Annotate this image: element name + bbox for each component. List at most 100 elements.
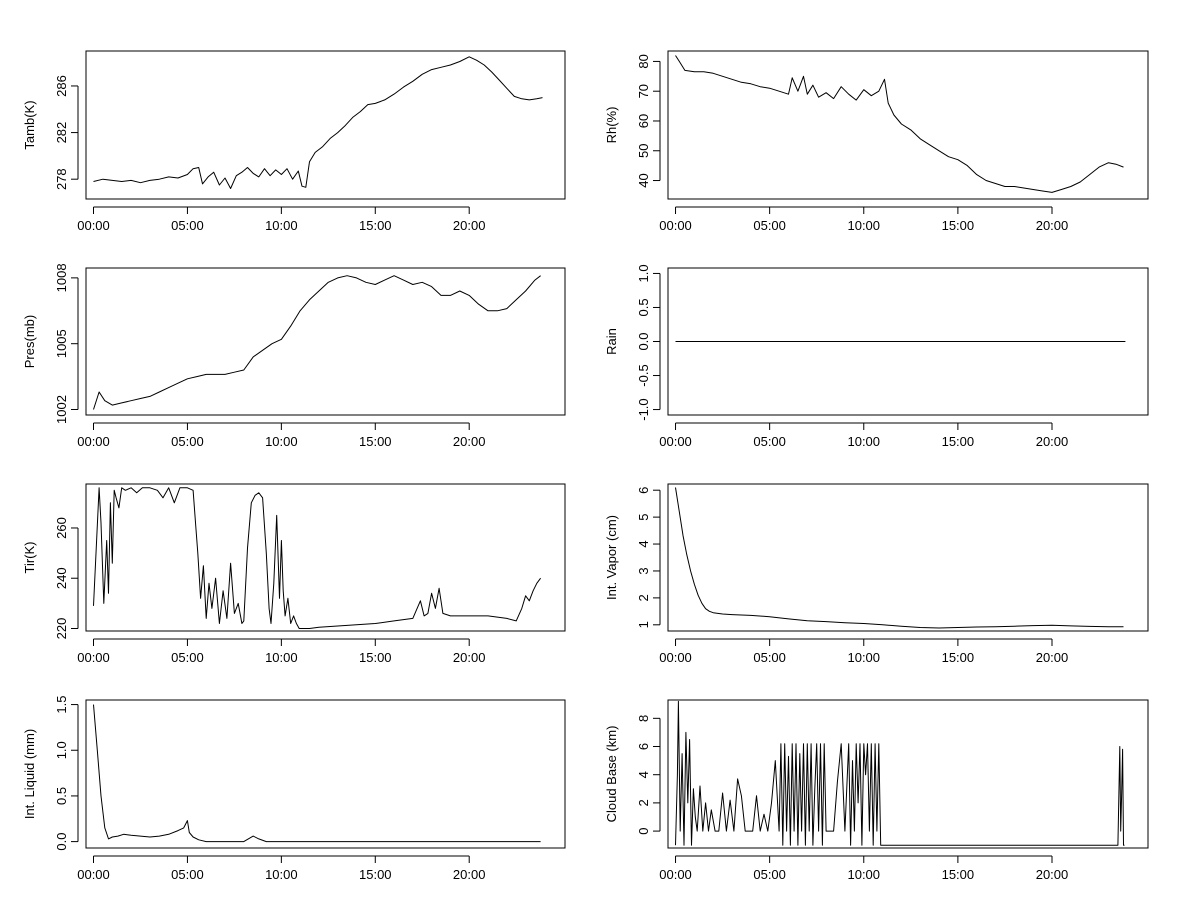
x-tick-label: 05:00	[753, 867, 786, 882]
x-tick-label: 00:00	[77, 218, 110, 233]
y-tick-label: 1.0	[54, 741, 69, 759]
plot-frame	[667, 50, 1149, 200]
y-tick-label: 50	[636, 144, 651, 158]
series-line	[93, 487, 542, 629]
y-axis-title: Tamb(K)	[22, 100, 37, 149]
x-tick-label: 00:00	[77, 650, 110, 665]
x-tick-label: 00:00	[77, 434, 110, 449]
y-tick-label: 0	[636, 827, 651, 834]
x-tick-label: 20:00	[453, 434, 486, 449]
plot-frame	[85, 483, 566, 632]
x-tick-label: 10:00	[847, 434, 880, 449]
y-tick-label: 6	[636, 743, 651, 750]
panel-pres: 00:00 05:00 10:00 15:00 20:00 1002 1005 1008 Pre…	[22, 263, 566, 449]
y-tick-label: 8	[636, 715, 651, 722]
y-tick-label: 60	[636, 114, 651, 128]
x-tick-label: 05:00	[171, 434, 204, 449]
x-tick-label: 05:00	[753, 218, 786, 233]
x-tick-label: 15:00	[359, 867, 392, 882]
y-tick-label: 260	[54, 517, 69, 539]
panel-tir: 00:00 05:00 10:00 15:00 20:00 220 240 260 Tir(K)	[22, 483, 566, 665]
y-tick-label: 278	[54, 168, 69, 190]
y-tick-label: 0.5	[636, 298, 651, 316]
x-tick-label: 20:00	[453, 867, 486, 882]
x-tick-label: 00:00	[659, 434, 692, 449]
y-axis-title: Int. Vapor (cm)	[604, 515, 619, 600]
y-axis-title: Cloud Base (km)	[604, 726, 619, 823]
y-tick-label: 0.0	[636, 332, 651, 350]
x-tick-label: 05:00	[171, 218, 204, 233]
x-tick-label: 10:00	[265, 650, 298, 665]
y-tick-label: 1005	[54, 329, 69, 358]
x-tick-label: 10:00	[265, 867, 298, 882]
x-tick-label: 20:00	[1036, 434, 1069, 449]
series-line	[675, 487, 1124, 629]
y-tick-label: 1.0	[636, 264, 651, 282]
y-tick-label: 1008	[54, 263, 69, 292]
x-tick-label: 05:00	[753, 434, 786, 449]
panel-int-vapor: 00:00 05:00 10:00 15:00 20:00 1 2 3 4 5 6 Int. Vapo…	[604, 483, 1149, 665]
x-tick-label: 15:00	[942, 434, 975, 449]
y-tick-label: 0.0	[54, 833, 69, 851]
y-tick-label: -1.0	[636, 398, 651, 420]
x-tick-label: 15:00	[359, 650, 392, 665]
panel-tamb: 00:00 05:00 10:00 15:00 20:00 278 282 286 Tamb(K…	[22, 50, 566, 233]
y-tick-label: 2	[636, 799, 651, 806]
y-tick-label: 5	[636, 513, 651, 520]
x-tick-label: 15:00	[359, 218, 392, 233]
series-line	[675, 55, 1124, 193]
x-tick-label: 00:00	[659, 650, 692, 665]
panel-int-liquid: 00:00 05:00 10:00 15:00 20:00 0.0 0.5 1.0 1.5 Int…	[22, 696, 566, 882]
y-tick-label: 240	[54, 567, 69, 589]
x-tick-label: 05:00	[171, 867, 204, 882]
panel-rh: 00:00 05:00 10:00 15:00 20:00 40 50 60 70 80 Rh(%)	[604, 50, 1149, 233]
plot-frame	[85, 267, 566, 416]
x-tick-label: 10:00	[265, 434, 298, 449]
x-tick-label: 10:00	[847, 650, 880, 665]
x-tick-label: 10:00	[265, 218, 298, 233]
x-tick-label: 00:00	[659, 867, 692, 882]
x-tick-label: 10:00	[847, 218, 880, 233]
y-axis-title: Tir(K)	[22, 541, 37, 573]
y-tick-label: 2	[636, 594, 651, 601]
y-tick-label: 286	[54, 75, 69, 97]
x-tick-label: 15:00	[942, 867, 975, 882]
y-tick-label: 6	[636, 487, 651, 494]
y-tick-label: 40	[636, 173, 651, 187]
y-tick-label: 220	[54, 618, 69, 640]
panel-rain: 00:00 05:00 10:00 15:00 20:00 -1.0 -0.5 0.0 0.5 1…	[604, 264, 1149, 449]
x-tick-label: 20:00	[1036, 650, 1069, 665]
y-tick-label: 282	[54, 122, 69, 144]
x-tick-label: 20:00	[1036, 867, 1069, 882]
y-axis-title: Rh(%)	[604, 107, 619, 144]
y-tick-label: 4	[636, 771, 651, 778]
x-tick-label: 15:00	[359, 434, 392, 449]
x-tick-label: 15:00	[942, 650, 975, 665]
x-tick-label: 05:00	[753, 650, 786, 665]
plot-frame	[85, 50, 566, 200]
x-tick-label: 20:00	[453, 650, 486, 665]
plot-frame	[85, 699, 566, 849]
y-tick-label: 80	[636, 54, 651, 68]
x-tick-label: 00:00	[77, 867, 110, 882]
y-axis-title: Rain	[604, 328, 619, 355]
plot-frame	[667, 267, 1149, 416]
x-tick-label: 15:00	[942, 218, 975, 233]
y-tick-label: -0.5	[636, 364, 651, 386]
y-tick-label: 70	[636, 84, 651, 98]
x-tick-label: 20:00	[1036, 218, 1069, 233]
y-tick-label: 0.5	[54, 787, 69, 805]
plot-frame	[667, 699, 1149, 849]
y-tick-label: 4	[636, 540, 651, 547]
panel-cloud-base: 00:00 05:00 10:00 15:00 20:00 0 2 4 6 8 Cloud Base…	[604, 699, 1149, 882]
plot-frame	[667, 483, 1149, 632]
y-tick-label: 1002	[54, 395, 69, 424]
y-tick-label: 3	[636, 567, 651, 574]
series-line	[675, 700, 1125, 846]
y-axis-title: Int. Liquid (mm)	[22, 729, 37, 819]
y-tick-label: 1	[636, 621, 651, 628]
y-tick-label: 1.5	[54, 696, 69, 714]
series-line	[93, 704, 541, 843]
series-line	[93, 275, 541, 410]
y-axis-title: Pres(mb)	[22, 315, 37, 368]
